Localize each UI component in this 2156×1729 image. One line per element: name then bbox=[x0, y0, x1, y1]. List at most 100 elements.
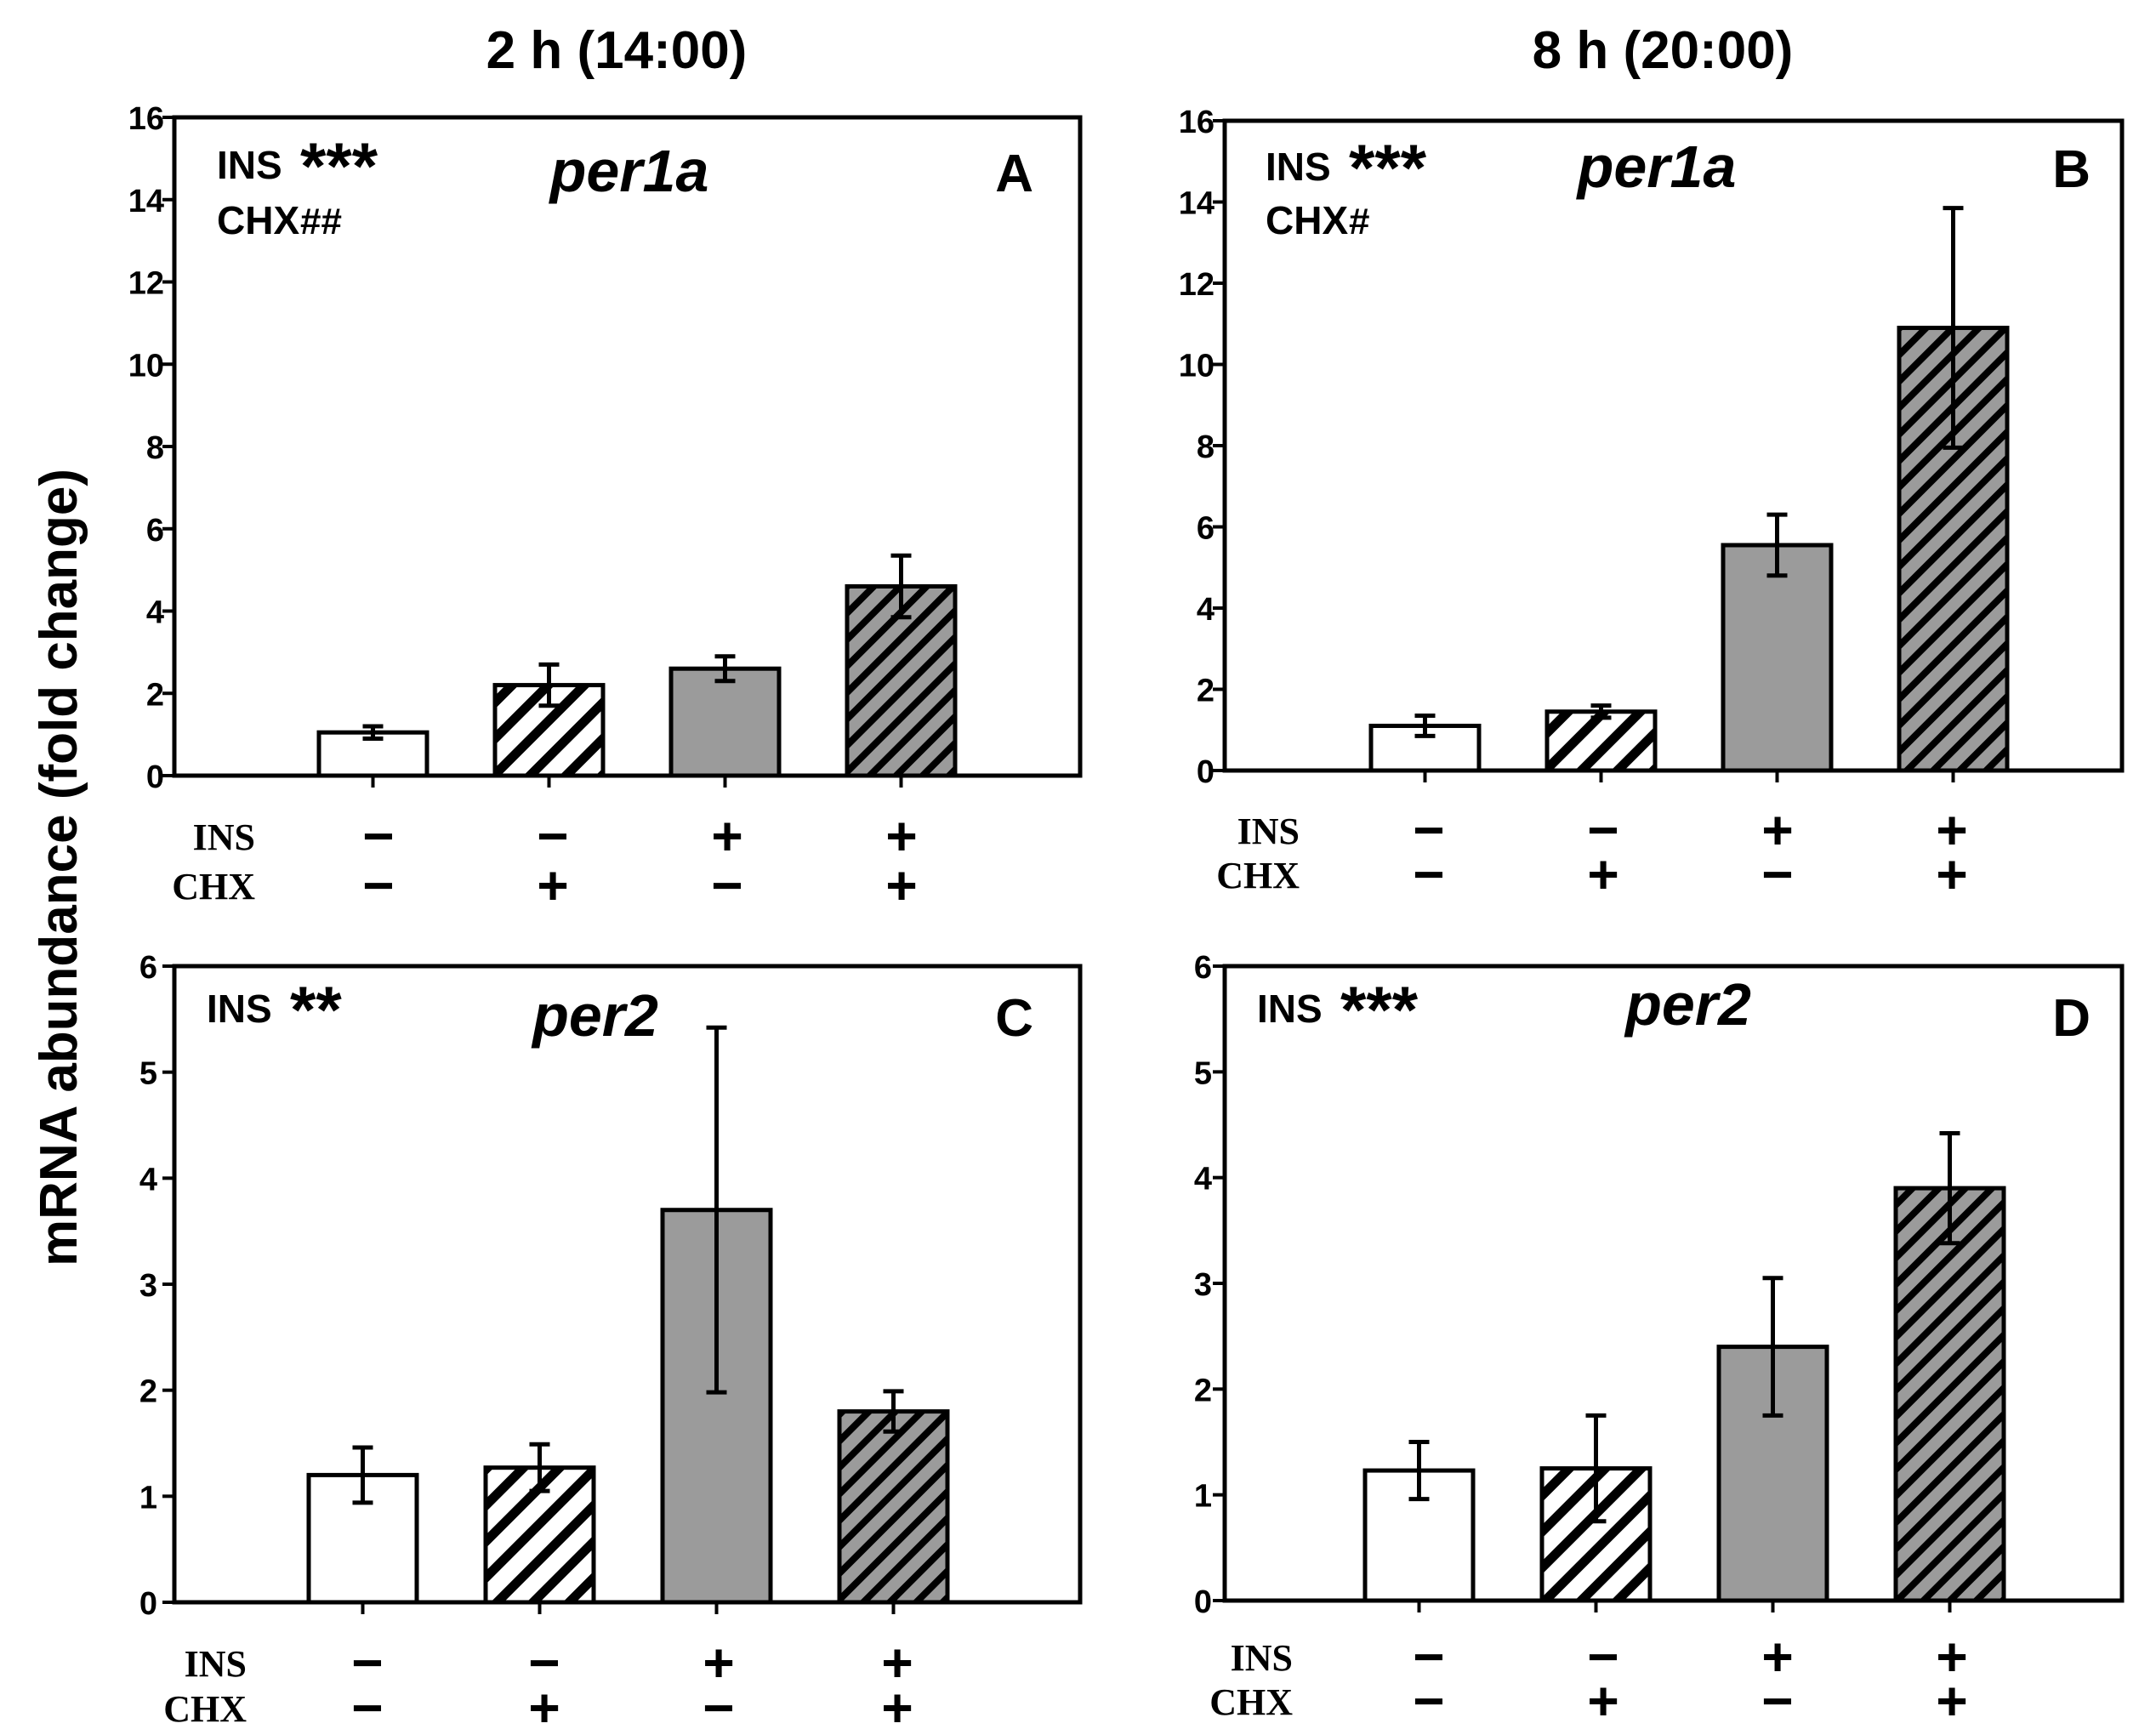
treatment-sign: + bbox=[1761, 1626, 1793, 1687]
treatment-sign: + bbox=[1936, 844, 1967, 905]
treatment-sign: − bbox=[1587, 1626, 1618, 1687]
treatment-sign: + bbox=[881, 1677, 913, 1729]
y-tick-label: 0 bbox=[1197, 754, 1215, 790]
y-tick-label: 6 bbox=[139, 950, 157, 986]
y-tick-label: 2 bbox=[1197, 674, 1215, 709]
treatment-sign: − bbox=[1413, 799, 1444, 861]
y-tick-label: 0 bbox=[146, 759, 164, 795]
treatment-row-label: CHX bbox=[172, 866, 255, 907]
bar bbox=[668, 666, 782, 778]
column-title-left: 2 h (14:00) bbox=[486, 21, 748, 80]
y-tick-label: 4 bbox=[139, 1162, 157, 1197]
stat-factor: INS bbox=[1266, 145, 1331, 189]
treatment-row-label: INS bbox=[193, 816, 255, 858]
treatment-sign: + bbox=[1587, 844, 1618, 905]
y-tick-label: 5 bbox=[139, 1056, 157, 1092]
y-tick-label: 12 bbox=[128, 266, 164, 302]
panel-letter: D bbox=[2052, 989, 2091, 1048]
treatment-sign: − bbox=[703, 1677, 734, 1729]
treatment-row-label: INS bbox=[185, 1643, 247, 1685]
y-tick-label: 12 bbox=[1179, 267, 1215, 303]
treatment-sign: − bbox=[351, 1632, 383, 1693]
treatment-row-label: CHX bbox=[163, 1688, 247, 1729]
y-tick-label: 6 bbox=[146, 513, 164, 549]
y-tick-label: 3 bbox=[1194, 1267, 1212, 1303]
gene-title: per1a bbox=[549, 138, 709, 204]
stat-mark: # bbox=[1349, 201, 1369, 242]
stat-mark: *** bbox=[1340, 972, 1419, 1047]
treatment-sign: + bbox=[881, 1632, 913, 1693]
treatment-row-label: INS bbox=[1231, 1637, 1293, 1679]
treatment-sign: + bbox=[537, 855, 568, 916]
stat-mark: ** bbox=[290, 972, 342, 1047]
y-tick-label: 3 bbox=[139, 1268, 157, 1304]
treatment-sign: − bbox=[528, 1632, 560, 1693]
treatment-sign: + bbox=[1936, 799, 1967, 861]
stat-factor: CHX bbox=[217, 198, 299, 242]
y-tick-label: 5 bbox=[1194, 1055, 1212, 1091]
y-tick-label: 1 bbox=[1194, 1479, 1212, 1515]
treatment-row-label: CHX bbox=[1216, 855, 1300, 896]
y-tick-label: 8 bbox=[1197, 429, 1215, 465]
treatment-sign: − bbox=[1413, 1670, 1444, 1729]
treatment-sign: − bbox=[711, 855, 742, 916]
treatment-sign: − bbox=[1413, 1626, 1444, 1687]
stat-mark: ## bbox=[300, 201, 342, 242]
treatment-sign: + bbox=[885, 805, 917, 867]
y-axis-label: mRNA abundance (fold change) bbox=[30, 469, 88, 1266]
y-tick-label: 16 bbox=[128, 101, 164, 137]
y-tick-label: 4 bbox=[1194, 1162, 1212, 1197]
bar bbox=[1544, 709, 1658, 773]
treatment-sign: + bbox=[1761, 799, 1793, 861]
y-tick-label: 4 bbox=[146, 595, 164, 631]
stat-factor: CHX bbox=[1266, 198, 1348, 242]
treatment-sign: + bbox=[1587, 1670, 1618, 1729]
y-tick-label: 6 bbox=[1194, 950, 1212, 986]
column-title-right: 8 h (20:00) bbox=[1533, 21, 1794, 80]
treatment-row-label: CHX bbox=[1209, 1681, 1293, 1723]
gene-title: per2 bbox=[1624, 971, 1751, 1038]
bar bbox=[1893, 1186, 2006, 1603]
treatment-sign: + bbox=[711, 805, 742, 867]
y-tick-label: 2 bbox=[139, 1374, 157, 1410]
treatment-sign: − bbox=[1413, 844, 1444, 905]
y-tick-label: 16 bbox=[1179, 105, 1215, 140]
stat-factor: INS bbox=[217, 143, 282, 187]
stat-mark: *** bbox=[300, 128, 378, 203]
panel-letter: A bbox=[995, 145, 1033, 203]
treatment-sign: + bbox=[1936, 1626, 1967, 1687]
treatment-sign: − bbox=[362, 855, 394, 916]
treatment-sign: − bbox=[1761, 844, 1793, 905]
y-tick-label: 8 bbox=[146, 430, 164, 466]
stat-factor: INS bbox=[207, 987, 272, 1031]
treatment-sign: − bbox=[362, 805, 394, 867]
treatment-sign: + bbox=[885, 855, 917, 916]
gene-title: per1a bbox=[1576, 134, 1737, 200]
treatment-sign: − bbox=[1587, 799, 1618, 861]
y-tick-label: 6 bbox=[1197, 511, 1215, 547]
bar bbox=[1721, 543, 1834, 773]
treatment-sign: + bbox=[528, 1677, 560, 1729]
y-tick-label: 4 bbox=[1197, 592, 1215, 628]
treatment-row-label: INS bbox=[1237, 810, 1300, 852]
y-tick-label: 10 bbox=[1179, 349, 1215, 384]
y-tick-label: 2 bbox=[1194, 1373, 1212, 1408]
gene-title: per2 bbox=[531, 982, 658, 1049]
treatment-sign: − bbox=[537, 805, 568, 867]
panel-letter: B bbox=[2052, 140, 2091, 199]
y-tick-label: 14 bbox=[128, 184, 164, 219]
y-tick-label: 10 bbox=[128, 348, 164, 384]
treatment-sign: + bbox=[703, 1632, 734, 1693]
treatment-sign: − bbox=[1761, 1670, 1793, 1729]
stat-mark: *** bbox=[1349, 130, 1427, 205]
y-tick-label: 0 bbox=[1194, 1584, 1212, 1620]
y-tick-label: 1 bbox=[139, 1480, 157, 1516]
y-tick-label: 0 bbox=[139, 1586, 157, 1622]
y-tick-label: 14 bbox=[1179, 186, 1215, 222]
